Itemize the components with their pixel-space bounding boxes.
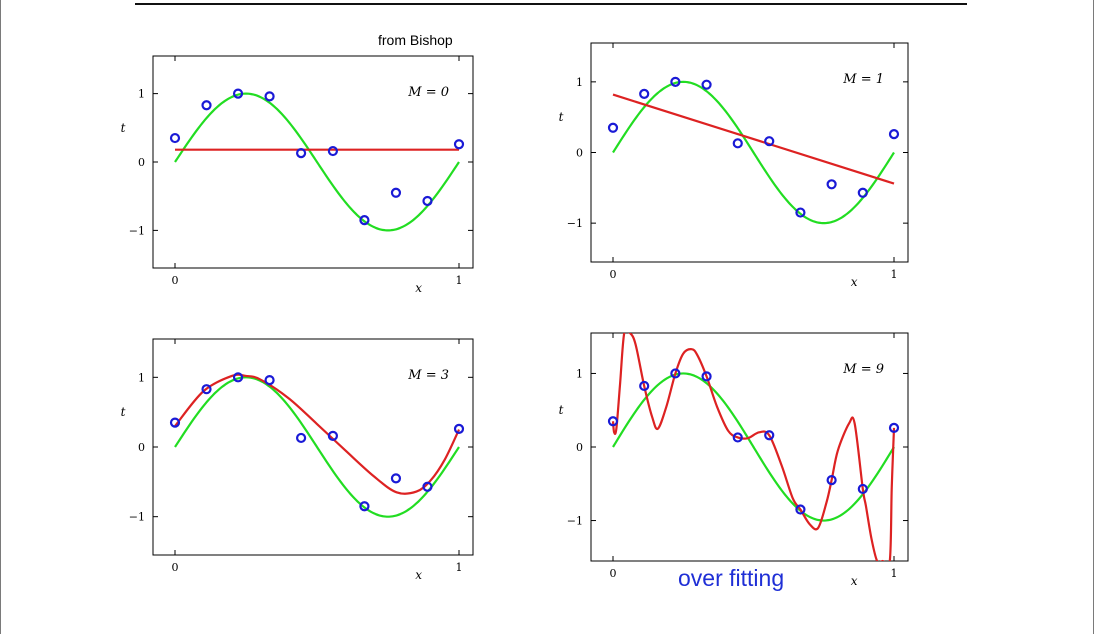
x-tick-label: 0 [172, 274, 179, 287]
data-point [327, 430, 339, 441]
slide-top-rule [135, 3, 967, 5]
x-tick-label: 1 [456, 274, 463, 287]
data-point [232, 88, 244, 99]
fitted-curve [611, 333, 896, 561]
overfitting-caption: over fitting [678, 565, 785, 591]
model-order-label: M = 0 [407, 85, 449, 100]
y-axis-label: t [559, 110, 564, 124]
data-point [264, 91, 275, 102]
x-tick-label: 1 [891, 268, 898, 281]
credit-label: from Bishop [378, 32, 453, 48]
data-point [169, 417, 181, 428]
x-tick-label: 0 [172, 561, 179, 574]
data-point [670, 76, 681, 87]
data-point [732, 138, 743, 149]
data-point [795, 504, 806, 515]
data-point [607, 122, 619, 133]
data-point [826, 179, 837, 190]
data-point [795, 207, 806, 218]
y-axis-label: t [121, 405, 126, 419]
data-point [359, 501, 370, 512]
data-point [390, 473, 402, 484]
x-tick-label: 0 [610, 567, 617, 580]
data-point [453, 423, 465, 434]
data-point [169, 132, 181, 144]
data-point [857, 483, 868, 495]
data-point [639, 88, 650, 99]
y-tick-label: 0 [138, 156, 145, 169]
data-point [732, 432, 743, 443]
data-point [422, 481, 433, 492]
true-function-curve [612, 80, 895, 225]
data-point [232, 372, 244, 383]
data-point [764, 430, 775, 441]
true-function-curve [612, 372, 895, 522]
x-axis-label: x [851, 275, 858, 289]
y-tick-label: −1 [129, 224, 145, 237]
y-tick-label: −1 [129, 511, 145, 524]
y-tick-label: 1 [138, 88, 145, 101]
y-tick-label: −1 [567, 217, 583, 230]
data-point [670, 368, 681, 379]
data-point [295, 432, 307, 444]
x-tick-label: 1 [891, 567, 898, 580]
x-tick-label: 0 [610, 268, 617, 281]
true-function-curve [174, 92, 460, 232]
data-point [888, 422, 900, 433]
true-function-curve [174, 376, 460, 518]
data-point [390, 187, 402, 198]
data-point [639, 380, 650, 392]
x-tick-label: 1 [456, 561, 463, 574]
model-order-label: M = 9 [842, 362, 884, 377]
y-tick-label: 0 [138, 441, 145, 454]
fitted-curve [612, 93, 895, 185]
data-point [327, 145, 339, 157]
model-order-label: M = 3 [407, 368, 449, 383]
data-point [201, 100, 212, 111]
data-point [888, 129, 900, 140]
x-axis-label: x [415, 568, 422, 582]
y-tick-label: −1 [567, 515, 583, 528]
data-point [764, 136, 775, 147]
y-tick-label: 1 [138, 371, 145, 384]
data-point [422, 195, 433, 207]
x-axis-label: x [851, 574, 858, 588]
data-point [607, 416, 619, 427]
y-tick-label: 1 [576, 76, 583, 89]
y-tick-label: 0 [576, 441, 583, 454]
data-point [857, 187, 868, 198]
data-point [701, 371, 712, 382]
model-order-label: M = 1 [842, 72, 884, 87]
x-axis-label: x [415, 281, 422, 295]
data-point [453, 139, 465, 150]
data-point [264, 375, 275, 386]
data-point [201, 384, 212, 395]
y-tick-label: 1 [576, 367, 583, 380]
y-tick-label: 0 [576, 147, 583, 160]
data-point [359, 215, 370, 226]
y-axis-label: t [559, 403, 564, 417]
data-point [701, 79, 712, 90]
y-axis-label: t [121, 121, 126, 135]
data-point [826, 474, 837, 486]
data-point [295, 148, 307, 159]
slide-left-border [0, 0, 1, 634]
